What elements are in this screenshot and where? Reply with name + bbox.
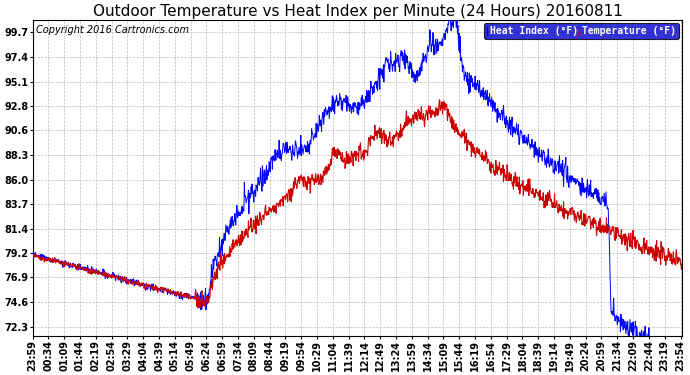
Legend: Heat Index (°F), Temperature (°F): Heat Index (°F), Temperature (°F): [484, 23, 680, 39]
Text: Copyright 2016 Cartronics.com: Copyright 2016 Cartronics.com: [36, 25, 189, 35]
Title: Outdoor Temperature vs Heat Index per Minute (24 Hours) 20160811: Outdoor Temperature vs Heat Index per Mi…: [92, 4, 622, 19]
